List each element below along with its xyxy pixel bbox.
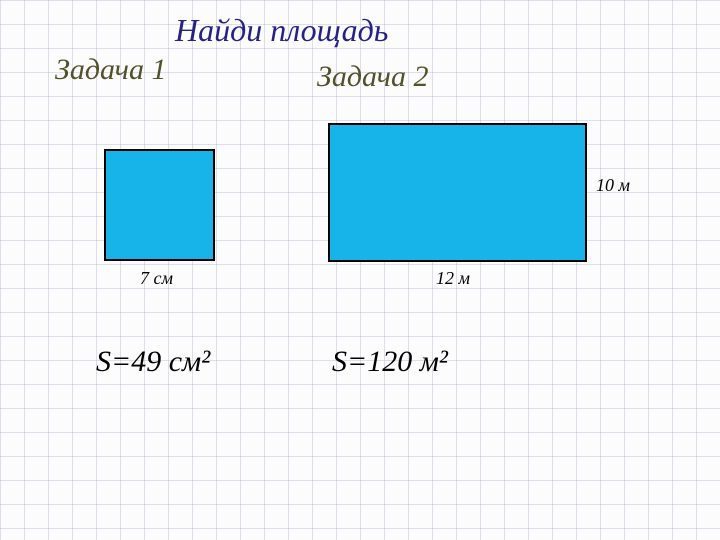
page: Найди площадь Задача 1 Задача 2 7 см 12 … [0, 0, 720, 540]
task1-answer: S=49 см² [96, 345, 210, 379]
page-title: Найди площадь [175, 12, 388, 49]
task1-label: Задача 1 [55, 53, 166, 87]
task1-side-dimension: 7 см [140, 268, 173, 289]
task2-height-dimension: 10 м [596, 175, 630, 196]
task2-rectangle [328, 123, 587, 262]
task2-label: Задача 2 [317, 60, 428, 94]
task2-answer: S=120 м² [332, 345, 448, 379]
task2-width-dimension: 12 м [436, 268, 470, 289]
task1-square [104, 149, 215, 261]
